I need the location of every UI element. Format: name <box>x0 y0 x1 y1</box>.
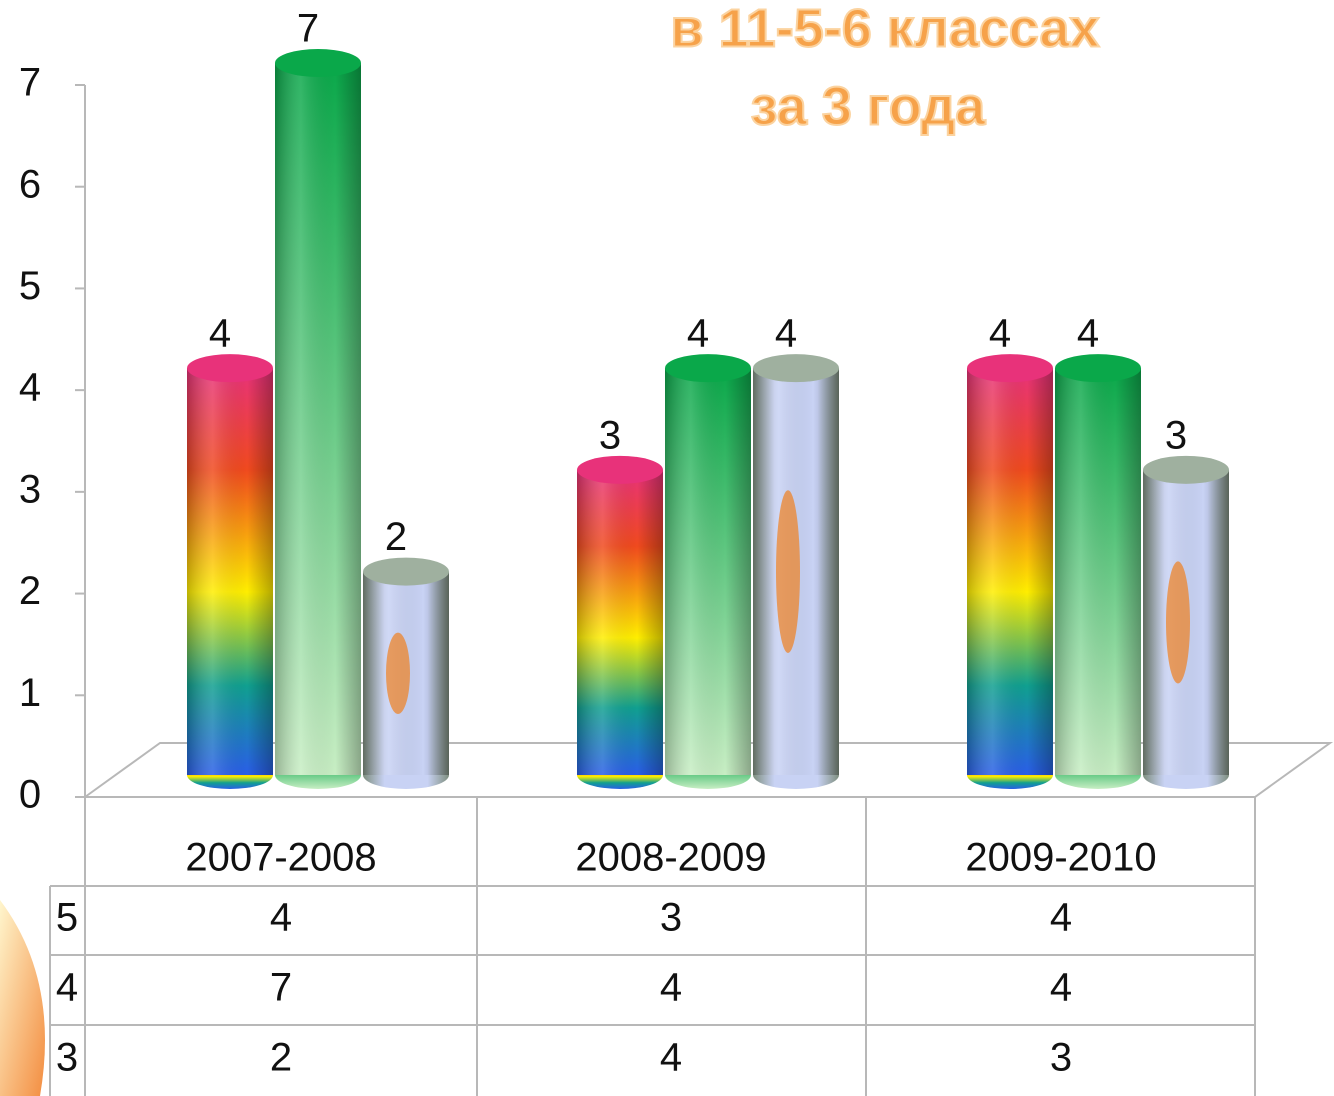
bar-top <box>275 49 361 77</box>
bar-shade <box>1055 368 1141 775</box>
bar-glow <box>386 632 410 714</box>
data-table-grid <box>49 796 1256 1096</box>
table-cell: 7 <box>270 966 292 1010</box>
bar-top <box>665 354 751 383</box>
data-label: 4 <box>209 312 231 356</box>
table-cell: 4 <box>270 896 292 940</box>
table-cell: 4 <box>1050 896 1072 940</box>
bar-top <box>1055 354 1141 383</box>
legend-label: 3 <box>56 1036 78 1080</box>
data-label: 4 <box>989 312 1011 356</box>
bar-glow <box>1166 561 1190 684</box>
bar-top <box>187 354 273 383</box>
bar-shade <box>665 368 751 775</box>
table-cell: 3 <box>1050 1036 1072 1080</box>
table-cell: 4 <box>1050 966 1072 1010</box>
data-label: 2 <box>385 515 407 559</box>
data-label: 4 <box>687 312 709 356</box>
bar-shade <box>275 63 361 775</box>
y-tick-label: 7 <box>19 61 41 105</box>
table-cell: 4 <box>660 1036 682 1080</box>
bar-shade <box>577 469 663 775</box>
table-cell: 2 <box>270 1036 292 1080</box>
data-label: 7 <box>297 7 319 51</box>
chart-title: в 11-5-6 классах <box>670 0 1099 58</box>
y-tick-label: 1 <box>19 671 41 715</box>
y-tick-label: 3 <box>19 467 41 511</box>
data-label: 4 <box>1077 312 1099 356</box>
legend-label: 4 <box>56 966 78 1010</box>
x-tick-label: 2008-2009 <box>575 836 766 880</box>
y-tick-label: 2 <box>19 569 41 613</box>
data-label: 3 <box>1165 413 1187 457</box>
bar-top <box>753 354 839 383</box>
decoration <box>0 900 45 1096</box>
bar-top <box>967 354 1053 383</box>
y-tick-label: 4 <box>19 366 41 410</box>
y-tick-label: 6 <box>19 162 41 206</box>
table-cell: 4 <box>660 966 682 1010</box>
bar-top <box>1143 455 1229 484</box>
table-cell: 3 <box>660 896 682 940</box>
data-label: 3 <box>599 413 621 457</box>
bar-shade <box>967 368 1053 775</box>
x-tick-label: 2009-2010 <box>965 836 1156 880</box>
bar-top <box>363 557 449 586</box>
x-tick-label: 2007-2008 <box>185 836 376 880</box>
data-label: 4 <box>775 312 797 356</box>
bar-glow <box>776 490 800 653</box>
y-tick-label: 5 <box>19 264 41 308</box>
bar-shade <box>187 368 273 775</box>
legend-label: 5 <box>56 896 78 940</box>
chart-subtitle: за 3 года <box>751 76 987 136</box>
bar-top <box>577 455 663 484</box>
y-tick-label: 0 <box>19 773 41 817</box>
